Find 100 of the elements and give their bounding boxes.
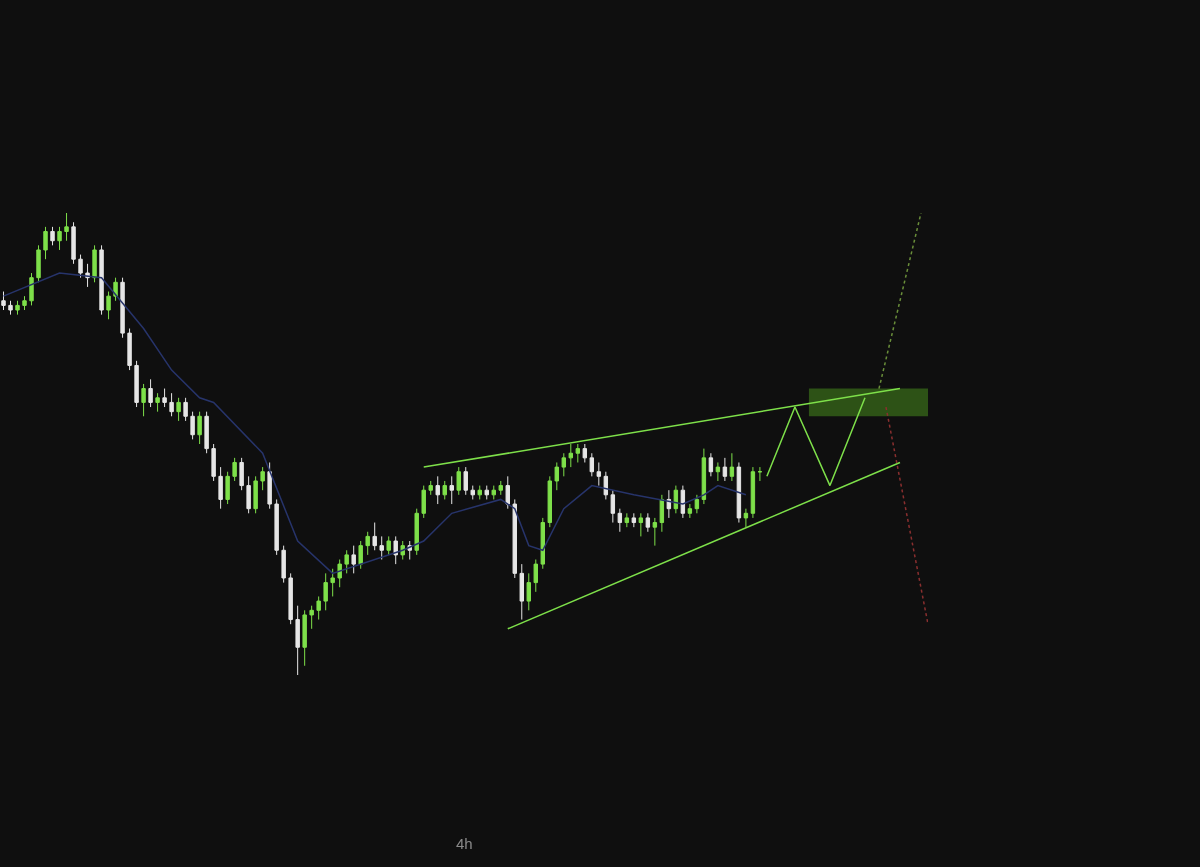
candlestick — [232, 457, 237, 482]
candlestick — [561, 452, 567, 477]
candlestick — [267, 461, 272, 510]
candlestick — [736, 461, 742, 524]
candlestick — [64, 213, 69, 242]
candlestick — [722, 457, 728, 482]
candlestick — [442, 480, 447, 500]
candlestick — [638, 512, 644, 537]
candlestick — [57, 226, 62, 251]
candlestick — [218, 466, 223, 510]
candlestick — [414, 508, 419, 556]
candlestick — [673, 485, 679, 514]
candlestick — [666, 489, 672, 519]
candlestick — [757, 466, 763, 482]
candlestick — [484, 485, 489, 500]
candlestick — [372, 522, 377, 551]
candlestick — [22, 295, 27, 311]
candlestick — [15, 300, 20, 316]
candlestick — [183, 397, 188, 422]
candlestick — [477, 485, 482, 500]
candlestick — [302, 609, 307, 667]
candlestick — [428, 480, 433, 496]
candlestick — [596, 461, 602, 487]
candlestick — [344, 549, 349, 574]
candlestick — [176, 397, 181, 422]
candlestick — [1, 291, 6, 311]
candlestick — [274, 498, 279, 556]
candlestick — [645, 512, 651, 533]
candlestick — [253, 475, 258, 514]
candlestick — [659, 494, 665, 533]
text: 4h — [456, 835, 473, 852]
candlestick — [337, 559, 342, 588]
candlestick — [708, 452, 714, 477]
candlestick — [43, 226, 48, 260]
candlestick — [687, 503, 693, 519]
candlestick — [393, 535, 398, 565]
candlestick — [470, 485, 475, 500]
candlestick — [155, 392, 160, 413]
candlestick — [505, 475, 510, 510]
candlestick — [617, 508, 623, 533]
candlestick — [134, 360, 139, 408]
candlestick — [652, 517, 658, 547]
candlestick — [169, 392, 174, 417]
candlestick — [729, 452, 735, 482]
candlestick — [519, 563, 524, 621]
candlestick — [743, 508, 749, 528]
candlestick — [456, 466, 461, 496]
candlestick — [358, 540, 363, 570]
candlestick — [750, 466, 756, 519]
candlestick — [526, 572, 531, 611]
candlestick — [36, 244, 41, 283]
candlestick — [400, 540, 405, 560]
candlestick — [554, 461, 560, 491]
candlestick — [463, 466, 468, 496]
candlestick — [309, 605, 314, 630]
candlestick — [491, 485, 496, 500]
candlestick — [323, 572, 328, 611]
candlestick — [701, 448, 707, 505]
candlestick — [260, 466, 265, 491]
candlestick — [624, 512, 630, 528]
candlestick — [589, 452, 595, 477]
candlestick — [533, 559, 538, 593]
candlestick — [365, 531, 370, 556]
candlestick — [29, 272, 34, 306]
candlestick — [379, 535, 384, 560]
candlestick — [190, 411, 195, 440]
candlestick — [162, 388, 167, 408]
candlestick — [246, 475, 251, 514]
candlestick — [127, 328, 132, 371]
candlestick — [92, 244, 97, 283]
candlestick — [78, 254, 83, 279]
candlestick — [281, 545, 286, 584]
candlestick — [288, 572, 293, 625]
candlestick — [386, 535, 391, 556]
candlestick — [603, 471, 609, 500]
candlestick — [239, 457, 244, 491]
candlestick — [435, 475, 440, 505]
candlestick — [197, 411, 202, 445]
candlestick — [498, 480, 503, 496]
candlestick — [547, 475, 553, 528]
candlestick — [421, 485, 426, 519]
candlestick — [694, 494, 700, 514]
candlestick — [582, 443, 588, 463]
candlestick — [680, 485, 686, 519]
candlestick — [71, 221, 76, 265]
candlestick — [8, 300, 13, 316]
candlestick — [330, 568, 335, 597]
candlestick — [225, 471, 230, 505]
candlestick — [295, 605, 300, 675]
candlestick — [575, 443, 581, 463]
candlestick — [631, 512, 637, 528]
candlestick — [99, 244, 104, 316]
candlestick — [512, 498, 517, 579]
candlestick — [148, 378, 153, 408]
candlestick — [715, 461, 721, 482]
candlestick — [204, 411, 209, 454]
candlestick — [141, 383, 146, 417]
candlestick — [351, 545, 356, 574]
candlestick — [120, 277, 125, 339]
candlestick — [211, 443, 216, 482]
